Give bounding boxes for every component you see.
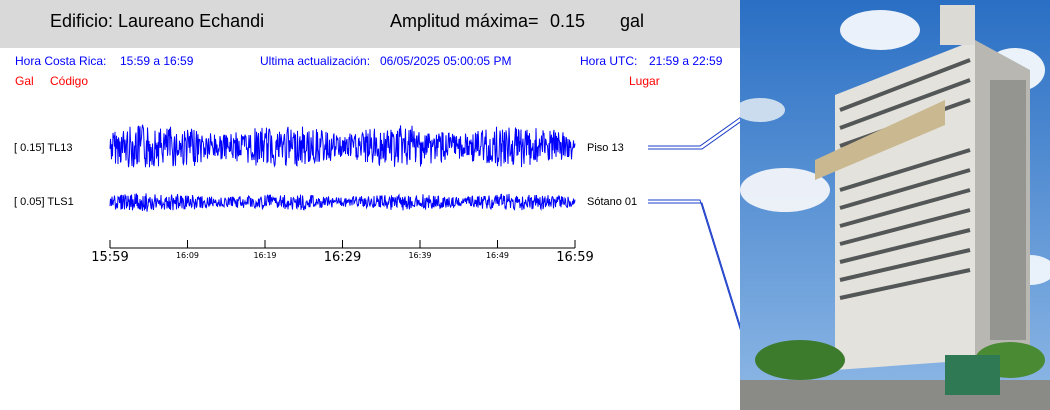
amplitude-value: 0.15 — [550, 11, 586, 31]
column-place: Lugar — [629, 74, 660, 88]
seismogram-plot: 15:59 16:09 16:19 16:29 16:39 16:49 16:59 — [91, 117, 740, 331]
time-tick-label: 16:39 — [408, 251, 431, 260]
utc-range: 21:59 a 22:59 — [649, 54, 723, 68]
trace-label-tls1: [ 0.05] TLS1 — [14, 196, 74, 208]
cr-time-label: Hora Costa Rica: — [15, 54, 107, 68]
time-tick-label: 16:09 — [176, 251, 199, 260]
amplitude-label: Amplitud máxima= — [390, 11, 539, 31]
cr-time-range: 15:59 a 16:59 — [120, 54, 194, 68]
leader-line-piso13-b — [648, 121, 740, 150]
header-bar: Edificio: Laureano Echandi Amplitud máxi… — [0, 0, 740, 48]
seismic-trace-tls1 — [109, 193, 576, 212]
amplitude-unit: gal — [620, 11, 645, 31]
leader-line-piso13 — [648, 117, 740, 147]
utc-label: Hora UTC: — [580, 54, 638, 68]
time-tick-label: 15:59 — [91, 250, 128, 265]
time-axis-ticks: 15:59 16:09 16:19 16:29 16:39 16:49 16:59 — [91, 240, 594, 265]
update-value: 06/05/2025 05:00:05 PM — [380, 54, 512, 68]
building-name: Edificio: Laureano Echandi — [50, 11, 265, 31]
building-photo — [740, 0, 1050, 410]
time-tick-label: 16:59 — [556, 250, 593, 265]
seismic-trace-tl13 — [109, 124, 576, 168]
place-label-piso13: Piso 13 — [587, 142, 624, 154]
time-tick-label: 16:49 — [486, 251, 509, 260]
column-gal: Gal — [15, 74, 34, 88]
leader-line-sotano01 — [648, 199, 740, 331]
leader-line-sotano01-b — [648, 202, 740, 327]
time-tick-label: 16:19 — [253, 251, 276, 260]
time-tick-label: 16:29 — [324, 250, 361, 265]
update-label: Ultima actualización: — [260, 54, 371, 68]
column-code: Código — [50, 74, 89, 88]
place-label-sotano01: Sótano 01 — [587, 196, 638, 208]
trace-label-tl13: [ 0.15] TL13 — [14, 142, 73, 154]
